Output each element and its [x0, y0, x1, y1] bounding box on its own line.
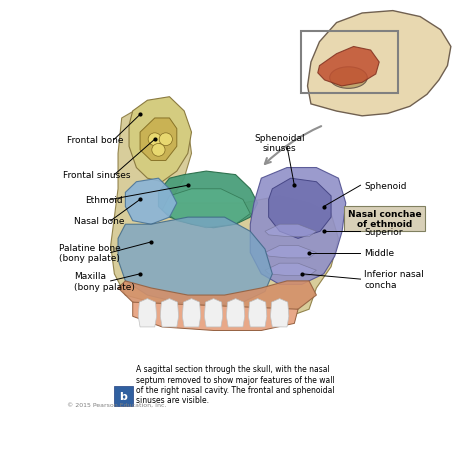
- Text: Middle: Middle: [364, 248, 394, 257]
- Polygon shape: [110, 101, 338, 320]
- FancyBboxPatch shape: [344, 207, 425, 232]
- Text: Inferior nasal
concha: Inferior nasal concha: [364, 270, 424, 289]
- Polygon shape: [308, 11, 451, 117]
- Circle shape: [159, 134, 173, 146]
- Polygon shape: [265, 246, 316, 258]
- Text: Nasal bone: Nasal bone: [74, 217, 125, 226]
- Ellipse shape: [330, 67, 367, 89]
- Polygon shape: [250, 168, 346, 285]
- Polygon shape: [248, 299, 267, 327]
- Text: Maxilla
(bony palate): Maxilla (bony palate): [74, 272, 135, 291]
- Polygon shape: [158, 172, 258, 228]
- Text: A sagittal section through the skull, with the nasal
septum removed to show majo: A sagittal section through the skull, wi…: [137, 364, 335, 404]
- Text: Sphenoidal
sinuses: Sphenoidal sinuses: [255, 134, 305, 153]
- Polygon shape: [269, 179, 331, 239]
- FancyBboxPatch shape: [114, 386, 133, 406]
- Polygon shape: [265, 263, 316, 276]
- Polygon shape: [140, 119, 177, 161]
- Text: Superior: Superior: [364, 227, 402, 236]
- Polygon shape: [125, 179, 177, 225]
- Polygon shape: [204, 299, 223, 327]
- Text: © 2015 Pearson Education, Inc.: © 2015 Pearson Education, Inc.: [66, 402, 166, 407]
- Text: Palatine bone
(bony palate): Palatine bone (bony palate): [59, 243, 121, 263]
- Text: Nasal conchae
of ethmoid: Nasal conchae of ethmoid: [347, 209, 421, 229]
- Polygon shape: [265, 225, 316, 237]
- Text: Sphenoid: Sphenoid: [364, 181, 407, 190]
- Text: Ethmoid: Ethmoid: [85, 196, 123, 204]
- Polygon shape: [318, 47, 379, 87]
- Text: b: b: [119, 391, 127, 401]
- Polygon shape: [129, 97, 191, 182]
- Circle shape: [152, 144, 165, 157]
- Polygon shape: [227, 299, 245, 327]
- Polygon shape: [133, 302, 298, 331]
- Polygon shape: [271, 299, 289, 327]
- Polygon shape: [160, 299, 179, 327]
- Polygon shape: [118, 281, 316, 317]
- Text: Frontal sinuses: Frontal sinuses: [63, 171, 130, 180]
- Circle shape: [148, 134, 161, 146]
- Polygon shape: [162, 190, 250, 228]
- Polygon shape: [118, 218, 272, 306]
- Polygon shape: [182, 299, 201, 327]
- Text: Frontal bone: Frontal bone: [66, 135, 123, 145]
- Polygon shape: [138, 299, 156, 327]
